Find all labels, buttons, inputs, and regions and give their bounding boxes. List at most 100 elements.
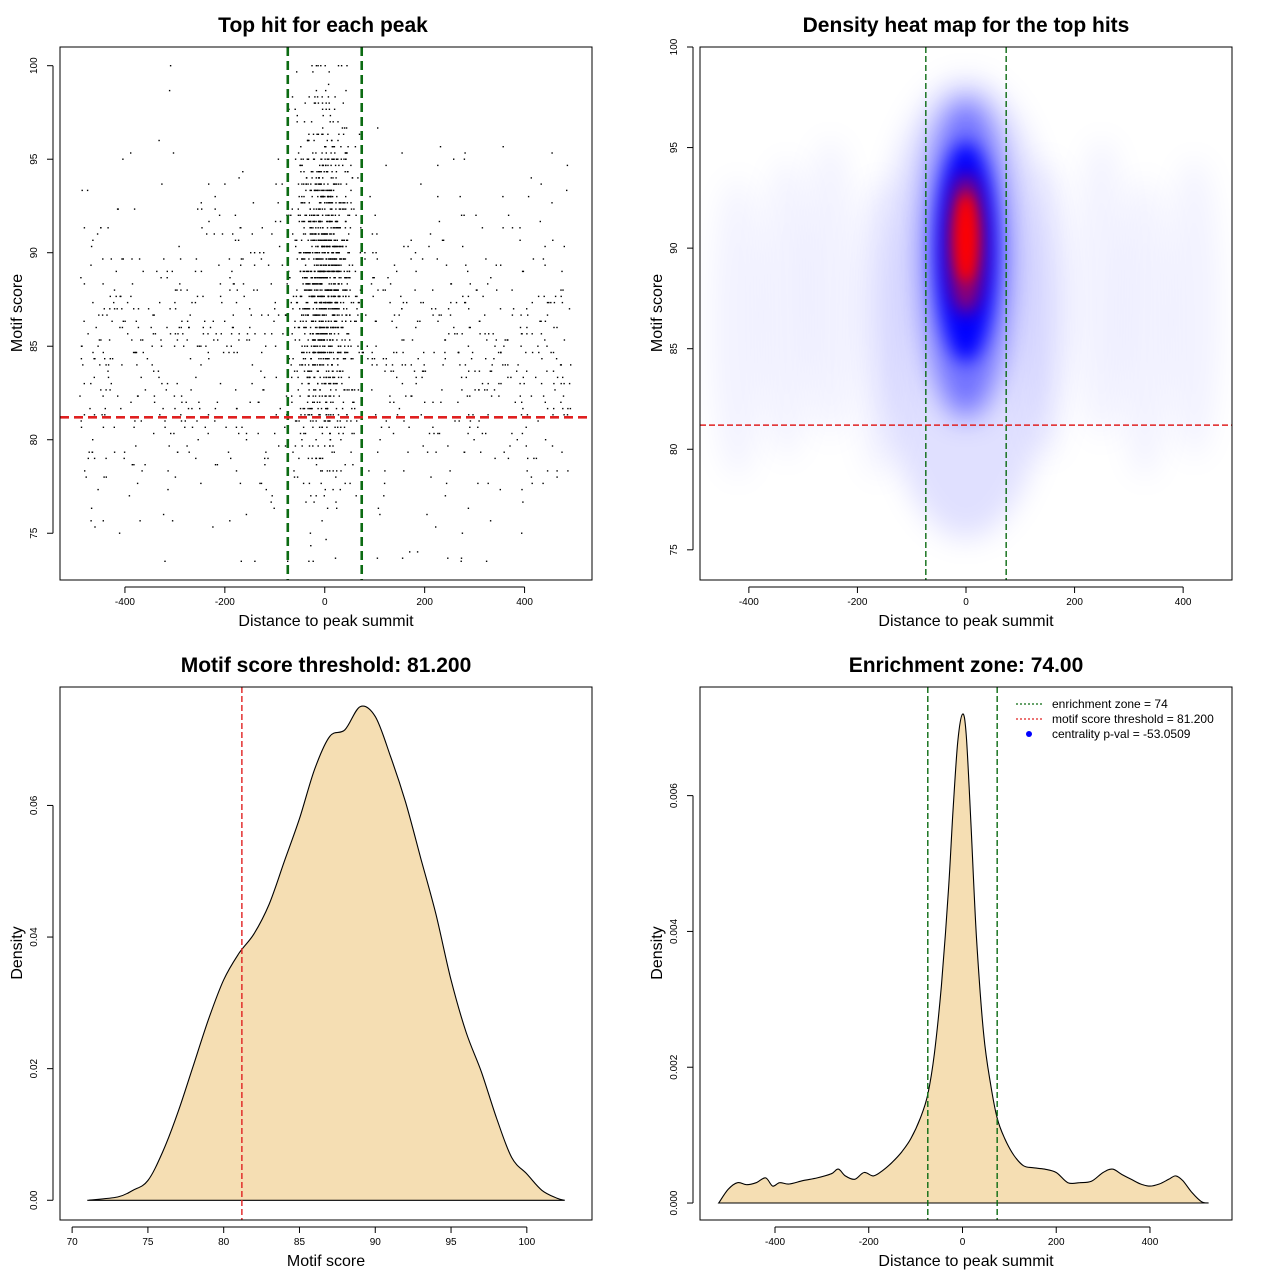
scatter-point [504, 339, 506, 341]
x-axis-label: Distance to peak summit [878, 613, 1054, 630]
scatter-point [310, 171, 313, 173]
scatter-point [326, 189, 329, 192]
scatter-point [322, 195, 324, 198]
scatter-point [319, 295, 321, 298]
scatter-point [296, 258, 298, 260]
scatter-point [310, 270, 313, 273]
scatter-point [93, 457, 96, 460]
scatter-point [83, 320, 85, 322]
scatter-point [166, 277, 168, 279]
x-tick-label: -400 [115, 597, 135, 608]
scatter-point [562, 407, 564, 410]
scatter-point [109, 358, 111, 360]
y-tick-label: 0.06 [29, 795, 40, 815]
scatter-point [144, 389, 147, 391]
scatter-point [319, 239, 321, 241]
scatter-point [306, 376, 308, 379]
scatter-point [337, 289, 339, 291]
scatter-point [312, 220, 314, 223]
scatter-point [354, 146, 357, 148]
scatter-point [329, 289, 331, 291]
scatter-point [347, 333, 350, 335]
scatter-point [306, 401, 309, 403]
scatter-point [212, 320, 214, 322]
scatter-point [313, 364, 316, 366]
scatter-point [482, 295, 484, 298]
scatter-point [343, 308, 345, 310]
scatter-point [321, 245, 324, 248]
scatter-point [461, 389, 463, 391]
scatter-point [315, 289, 318, 291]
scatter-point [338, 208, 341, 210]
scatter-point [349, 339, 351, 341]
scatter-point [467, 432, 469, 435]
scatter-point [500, 351, 502, 354]
scatter-point [315, 152, 317, 154]
scatter-point [312, 364, 314, 366]
scatter-point [85, 476, 87, 478]
scatter-point [308, 370, 310, 372]
scatter-point [297, 389, 299, 391]
scatter-point [357, 314, 359, 316]
scatter-point [320, 233, 323, 235]
scatter-point [395, 351, 398, 354]
scatter-point [563, 245, 565, 248]
scatter-point [217, 339, 219, 341]
scatter-point [474, 389, 476, 391]
scatter-point [335, 382, 337, 385]
x-axis-label: Distance to peak summit [878, 1253, 1054, 1270]
scatter-point [568, 382, 571, 385]
scatter-point [460, 214, 463, 216]
scatter-point [321, 252, 323, 254]
scatter-point [323, 314, 326, 316]
scatter-point [336, 183, 338, 185]
scatter-point [570, 364, 572, 366]
scatter-point [116, 308, 118, 310]
scatter-point [316, 364, 319, 366]
scatter-point [477, 426, 479, 428]
scatter-point [299, 407, 302, 410]
scatter-point [191, 426, 194, 428]
scatter-point [333, 277, 335, 279]
scatter-point [447, 308, 450, 310]
scatter-point [133, 464, 135, 466]
scatter-point [432, 401, 434, 403]
scatter-point [449, 314, 452, 316]
scatter-point [331, 208, 333, 210]
scatter-point [277, 202, 279, 204]
scatter-point [299, 252, 301, 254]
scatter-point [310, 183, 312, 185]
scatter-point [420, 301, 422, 304]
scatter-point [421, 376, 423, 379]
scatter-point [306, 158, 308, 160]
scatter-point [322, 358, 325, 360]
scatter-point [346, 239, 349, 241]
scatter-point [475, 214, 477, 216]
scatter-point [319, 345, 321, 347]
scatter-point [317, 102, 320, 104]
scatter-point [304, 258, 306, 260]
scatter-point [133, 208, 136, 210]
scatter-point [327, 189, 329, 192]
scatter-point [305, 214, 308, 216]
scatter-point [299, 214, 301, 216]
scatter-point [343, 389, 345, 391]
scatter-point [375, 345, 377, 347]
scatter-point [330, 239, 333, 241]
scatter-point [333, 227, 335, 229]
scatter-point [494, 345, 496, 347]
scatter-point [459, 364, 461, 366]
scatter-point [500, 382, 502, 385]
scatter-point [350, 320, 352, 322]
x-tick-label: 0 [963, 597, 969, 608]
scatter-point [309, 227, 311, 229]
y-tick-label: 95 [29, 153, 40, 165]
scatter-point [372, 295, 374, 298]
scatter-point [469, 426, 471, 428]
scatter-point [202, 326, 204, 329]
scatter-point [109, 308, 111, 310]
scatter-point [318, 258, 320, 260]
scatter-point [307, 457, 310, 460]
scatter-point [102, 426, 105, 428]
scatter-point [275, 376, 277, 379]
